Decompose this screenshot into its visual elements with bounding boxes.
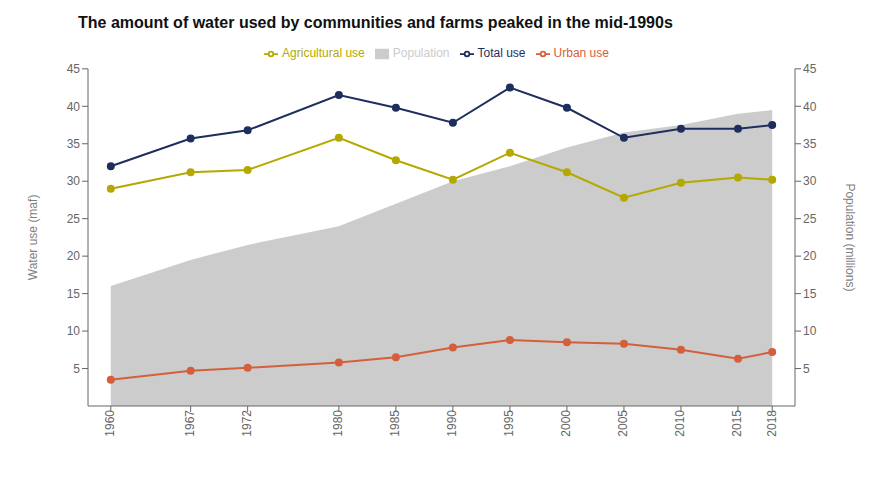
html-text:Total use: Total use [477,46,526,60]
svg-text:1985: 1985 [388,410,402,437]
svg-text:Population (millions): Population (millions) [843,183,857,291]
svg-text:2018: 2018 [765,410,779,437]
svg-text:20: 20 [803,249,817,263]
svg-text:Water use (maf): Water use (maf) [26,195,40,281]
html-text:Population: Population [392,46,450,60]
svg-text:25: 25 [67,212,81,226]
svg-text:15: 15 [803,287,817,301]
svg-text:40: 40 [803,100,817,114]
svg-text:45: 45 [803,62,817,76]
svg-text:25: 25 [803,212,817,226]
svg-text:2005: 2005 [616,410,630,437]
svg-text:35: 35 [67,137,81,151]
svg-text:2000: 2000 [559,410,573,437]
svg-text:2015: 2015 [731,410,745,437]
svg-text:1980: 1980 [331,410,345,437]
svg-text:35: 35 [803,137,817,151]
svg-text:5: 5 [73,362,80,376]
svg-text:5: 5 [803,362,810,376]
svg-text:10: 10 [67,324,81,338]
svg-text:30: 30 [803,174,817,188]
svg-text:15: 15 [67,287,81,301]
svg-text:2010: 2010 [673,410,687,437]
svg-text:1995: 1995 [502,410,516,437]
html-text:The amount of water used by co: The amount of water used by communities … [78,14,673,31]
svg-text:1972: 1972 [240,410,254,437]
svg-text:20: 20 [67,249,81,263]
svg-text:30: 30 [67,174,81,188]
svg-text:1990: 1990 [445,410,459,437]
svg-text:10: 10 [803,324,817,338]
html-text:Agricultural use: Agricultural use [282,46,365,60]
svg-text:1967: 1967 [183,410,197,437]
svg-text:1960: 1960 [103,410,117,437]
svg-text:45: 45 [67,62,81,76]
html-text:Urban use: Urban use [553,46,609,60]
svg-text:40: 40 [67,100,81,114]
